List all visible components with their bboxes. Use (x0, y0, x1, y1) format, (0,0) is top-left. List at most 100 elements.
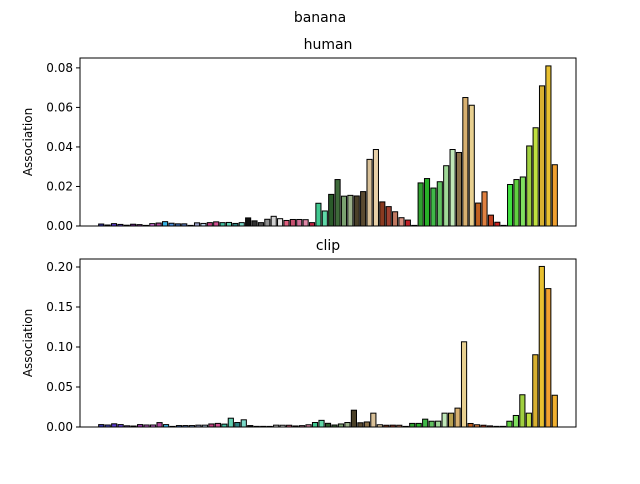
bar-clip-33 (311, 422, 319, 428)
bar-human-41 (360, 191, 367, 227)
bar-clip-9 (156, 422, 163, 428)
y-axis-label-clip: Association (21, 309, 35, 377)
subplot-title-clip: clip (316, 238, 340, 254)
bar-human-29 (283, 219, 290, 227)
bar-human-46 (392, 211, 399, 227)
bar-human-61 (487, 214, 494, 227)
bar-human-32 (302, 219, 309, 227)
bar-human-30 (289, 218, 296, 227)
bar-human-50 (417, 182, 424, 227)
y-tick-label-clip-0: 0.00 (46, 420, 73, 434)
bar-human-62 (494, 221, 501, 227)
bar-human-71 (551, 164, 558, 227)
bar-human-40 (353, 195, 360, 227)
bar-human-59 (475, 202, 482, 227)
bar-human-67 (526, 145, 533, 227)
bar-human-34 (315, 202, 322, 227)
y-tick-label-clip-1: 0.05 (46, 380, 73, 394)
bar-human-31 (296, 218, 303, 227)
bar-clip-52 (435, 420, 442, 428)
bar-human-10 (162, 221, 169, 227)
bar-clip-39 (350, 409, 358, 428)
bar-clip-34 (318, 419, 325, 428)
bar-human-17 (206, 222, 213, 227)
y-tick-label-clip-2: 0.10 (46, 340, 73, 354)
y-tick-label-clip-4: 0.20 (46, 260, 73, 274)
bar-clip-54 (448, 412, 455, 428)
bar-human-66 (519, 176, 526, 227)
y-tick-label-clip-3: 0.15 (46, 300, 73, 314)
bar-human-65 (513, 179, 520, 227)
bar-clip-41 (363, 421, 370, 428)
bar-human-22 (238, 222, 245, 227)
bar-clip-49 (415, 422, 422, 428)
bar-human-64 (507, 183, 514, 227)
bar-clip-21 (234, 422, 241, 428)
bar-clip-42 (370, 412, 377, 428)
bar-clip-50 (422, 418, 429, 428)
bar-human-68 (532, 127, 539, 227)
bar-human-57 (462, 97, 469, 227)
bar-human-18 (213, 221, 220, 227)
bar-clip-67 (532, 354, 539, 428)
bar-clip-51 (428, 420, 435, 428)
bar-clip-20 (227, 417, 234, 428)
y-tick-label-human-2: 0.04 (46, 140, 73, 154)
bar-clip-48 (409, 422, 416, 428)
y-tick-label-human-0: 0.00 (46, 219, 73, 233)
bar-clip-66 (525, 412, 532, 428)
bar-clip-70 (551, 394, 558, 428)
bar-human-28 (277, 218, 284, 227)
bar-human-33 (308, 222, 316, 227)
figure-title: banana (294, 10, 346, 26)
bar-human-43 (372, 149, 379, 227)
bar-human-48 (404, 219, 411, 227)
bar-clip-56 (460, 341, 468, 428)
plot-frame-clip (79, 258, 577, 428)
bar-clip-35 (324, 422, 332, 428)
bar-human-39 (347, 194, 354, 227)
bar-human-45 (385, 206, 392, 227)
bar-human-38 (340, 195, 348, 227)
bar-clip-69 (545, 288, 552, 428)
bar-human-44 (379, 201, 386, 227)
y-tick-label-human-4: 0.08 (46, 61, 73, 75)
bar-clip-63 (506, 420, 513, 428)
bar-clip-18 (214, 422, 221, 428)
bar-human-24 (251, 220, 258, 227)
bar-human-54 (443, 165, 450, 227)
bar-clip-53 (441, 412, 448, 428)
bar-human-23 (245, 217, 252, 227)
bar-clip-55 (454, 407, 461, 428)
bar-human-20 (225, 221, 233, 227)
bar-clip-22 (240, 419, 247, 428)
bar-human-55 (449, 149, 456, 227)
bar-human-58 (468, 104, 475, 227)
bar-human-36 (328, 193, 335, 227)
bar-clip-40 (357, 422, 364, 428)
bar-clip-38 (344, 422, 351, 428)
bar-human-19 (219, 222, 226, 227)
bar-clip-65 (519, 394, 526, 428)
bar-human-52 (430, 187, 437, 227)
plot-frame-human (79, 57, 577, 227)
bar-human-69 (538, 85, 546, 227)
bar-human-56 (455, 151, 463, 227)
bar-human-37 (334, 179, 341, 227)
bar-human-26 (264, 218, 271, 227)
bar-human-47 (398, 217, 405, 227)
y-axis-label-human: Association (21, 108, 35, 176)
bar-human-42 (366, 158, 373, 227)
bar-human-53 (436, 181, 443, 227)
subplot-title-human: human (304, 37, 353, 53)
bar-clip-57 (467, 422, 474, 428)
bar-human-27 (270, 215, 277, 227)
bar-clip-64 (512, 414, 519, 428)
y-tick-label-human-3: 0.06 (46, 100, 73, 114)
bar-clip-68 (538, 265, 545, 428)
bar-human-60 (481, 191, 488, 227)
bar-human-35 (321, 210, 328, 227)
bar-human-25 (257, 222, 264, 227)
